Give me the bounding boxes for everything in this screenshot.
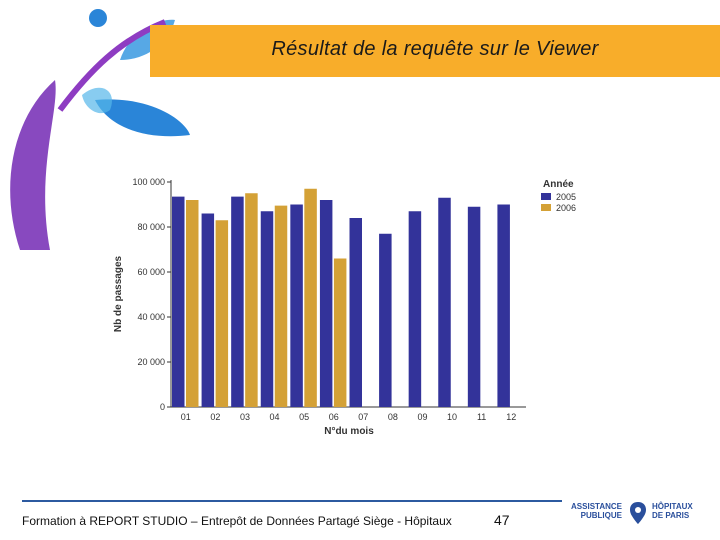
logo-dot [89,9,107,27]
bar-2005-01 [172,196,185,407]
x-tick-label: 04 [270,412,280,422]
x-tick-label: 10 [447,412,457,422]
page-number: 47 [494,512,510,528]
bar-2006-06 [333,258,347,407]
aphp-logo-left: ASSISTANCE PUBLIQUE [568,502,622,520]
y-tick-label: 60 000 [137,267,165,277]
bar-2005-08 [379,233,392,407]
legend-swatch-2005 [541,193,551,200]
legend-title: Année [543,179,574,190]
x-tick-label: 11 [477,412,486,422]
y-axis-label: Nb de passages [113,255,124,332]
x-tick-label: 09 [417,412,427,422]
bar-2005-02 [201,213,215,407]
bar-2005-03 [231,196,244,407]
bar-2005-12 [497,204,510,407]
y-tick-label: 80 000 [137,222,165,232]
legend-label-2006: 2006 [556,203,576,213]
bar-2006-01 [186,200,199,407]
aphp-logo-line2: PUBLIQUE [580,511,622,520]
bar-2005-06 [319,200,333,407]
logo-blue-leaf [95,99,190,137]
x-tick-label: 12 [506,412,516,422]
logo-cyan-drop [82,87,112,114]
x-tick-label: 05 [299,412,309,422]
bar-2006-02 [215,220,229,407]
bar-2005-11 [467,206,481,407]
aphp-emblem-icon [630,502,646,524]
bar-2006-04 [274,205,288,407]
x-axis-label: N°du mois [324,426,374,437]
aphp-logo-line1: ASSISTANCE [571,502,622,511]
bar-2005-10 [438,197,451,407]
x-tick-label: 03 [240,412,250,422]
bar-2006-03 [245,193,258,407]
x-tick-label: 07 [358,412,368,422]
bar-2005-09 [408,211,422,407]
y-tick-label: 0 [160,402,165,412]
header-band [150,25,720,77]
slide-title: Résultat de la requête sur le Viewer [271,38,599,60]
legend-label-2005: 2005 [556,192,576,202]
bar-2006-05 [304,188,317,407]
bar-chart: 0 20 000 40 000 60 000 80 000 100 000 01 02 03 0… [113,177,576,437]
bar-2005-04 [260,211,274,407]
aphp-logo-right: HÔPITAUX DE PARIS [652,502,708,520]
x-tick-label: 02 [210,412,220,422]
aphp-logo-line3: HÔPITAUX [652,502,693,511]
x-tick-label: 08 [388,412,398,422]
x-tick-label: 06 [329,412,339,422]
bar-2005-07 [349,218,362,407]
aphp-logo-line4: DE PARIS [652,511,690,520]
x-tick-label: 01 [181,412,191,422]
logo-purple-swoosh [10,80,56,250]
y-tick-label: 100 000 [132,177,165,187]
y-tick-label: 20 000 [137,357,165,367]
bar-2005-05 [290,204,303,407]
y-tick-label: 40 000 [137,312,165,322]
footer-text: Formation à REPORT STUDIO – Entrepôt de … [22,514,452,528]
footer-divider [22,500,562,502]
legend-swatch-2006 [541,204,551,211]
